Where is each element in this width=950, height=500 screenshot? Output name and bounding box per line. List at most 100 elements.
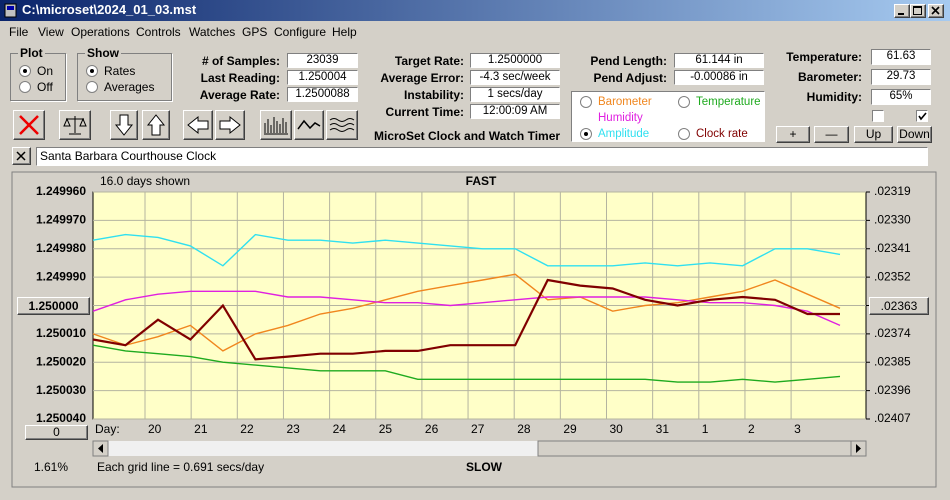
y-tick-label: 1.250020: [36, 354, 86, 368]
down-button[interactable]: [110, 110, 138, 140]
group-title: Show: [85, 46, 121, 60]
field-label: Pend Adjust:: [593, 71, 667, 85]
checkbox[interactable]: [916, 110, 928, 122]
value-field: -4.3 sec/week: [470, 70, 560, 85]
radio-dot: [23, 69, 27, 73]
menu-item[interactable]: Configure: [274, 25, 327, 39]
x-axis-label: Day:: [95, 422, 120, 436]
button[interactable]: +: [776, 126, 810, 143]
series-line: [92, 233, 841, 267]
x-tick-label: 28: [517, 422, 531, 436]
field-label: Humidity:: [806, 90, 862, 104]
field-label: # of Samples:: [201, 54, 280, 68]
legend-entry[interactable]: Clock rate: [696, 128, 748, 140]
y2-tick-label: .02374: [874, 326, 911, 340]
y2-tick-label: .02407: [874, 411, 911, 425]
clock-name-field[interactable]: Santa Barbara Courthouse Clock: [36, 147, 928, 166]
legend-radio[interactable]: [580, 128, 592, 140]
bars-button[interactable]: [260, 110, 292, 140]
radio-button[interactable]: [86, 65, 98, 77]
legend-box: [571, 91, 765, 142]
group-box: [77, 53, 172, 101]
x-tick-label: 20: [148, 422, 162, 436]
zoom-label: 1.61%: [34, 460, 68, 474]
field-label: Current Time:: [385, 105, 464, 119]
legend-radio[interactable]: [678, 128, 690, 140]
radio-button[interactable]: [86, 81, 98, 93]
menu-item[interactable]: GPS: [242, 25, 268, 39]
radio-button[interactable]: [19, 81, 31, 93]
waves-button[interactable]: [326, 110, 358, 140]
button[interactable]: Up: [854, 126, 893, 143]
menu-item[interactable]: Watches: [189, 25, 236, 39]
left-button[interactable]: [183, 110, 213, 140]
legend-radio[interactable]: [580, 96, 592, 108]
radio-label[interactable]: Averages: [104, 80, 155, 94]
delete-button[interactable]: [13, 110, 45, 140]
minimize-button[interactable]: [894, 4, 910, 18]
field-label: Instability:: [403, 88, 464, 102]
radio-button[interactable]: [19, 65, 31, 77]
y-tick-label: 1.249970: [36, 213, 86, 227]
x-tick-label: 1: [702, 422, 709, 436]
x-tick-label: 25: [379, 422, 393, 436]
menu-item[interactable]: Controls: [136, 25, 181, 39]
zero-button[interactable]: 0: [25, 425, 88, 440]
grid-note: Each grid line = 0.691 secs/day: [97, 460, 264, 474]
line-button[interactable]: [294, 110, 324, 140]
radio-label[interactable]: Rates: [104, 64, 136, 78]
menu-item[interactable]: Help: [332, 25, 357, 39]
legend-entry[interactable]: Barometer: [598, 96, 652, 108]
y-tick-label: 1.249980: [36, 241, 86, 255]
check-mark: [918, 112, 927, 121]
legend-radio[interactable]: [678, 96, 690, 108]
series-line: [92, 344, 841, 383]
legend-entry[interactable]: Temperature: [696, 96, 761, 108]
arrow-icon: [98, 444, 103, 453]
series-line: [92, 278, 840, 361]
balance-button[interactable]: [59, 110, 91, 140]
value-field: 65%: [871, 89, 931, 105]
value-field: 12:00:09 AM: [470, 104, 560, 119]
menu-item[interactable]: Operations: [71, 25, 130, 39]
scroll-thumb[interactable]: [537, 440, 852, 457]
up-button[interactable]: [142, 110, 170, 140]
close-button[interactable]: [928, 4, 944, 18]
field-label: Temperature:: [786, 50, 862, 64]
field-label: Average Rate:: [199, 88, 280, 102]
menu-item[interactable]: View: [38, 25, 64, 39]
x-tick-label: 3: [794, 422, 801, 436]
clear-button[interactable]: [12, 147, 31, 165]
value-field: 1 secs/day: [470, 87, 560, 102]
value-field: 1.2500088: [287, 87, 358, 102]
tick-button[interactable]: .02363: [869, 296, 929, 315]
button[interactable]: Down: [897, 126, 932, 143]
x-tick-label: 21: [194, 422, 208, 436]
right-button[interactable]: [215, 110, 245, 140]
checkbox[interactable]: [872, 110, 884, 122]
radio-label[interactable]: Off: [37, 80, 53, 94]
y2-tick-label: .02352: [874, 269, 911, 283]
x-tick-label: 22: [240, 422, 254, 436]
group-title: Plot: [18, 46, 45, 60]
value-field: 23039: [287, 53, 358, 68]
legend-entry[interactable]: Humidity: [598, 112, 643, 124]
radio-label[interactable]: On: [37, 64, 54, 78]
legend-entry[interactable]: Amplitude: [598, 128, 650, 140]
tick-button[interactable]: 1.250000: [17, 296, 90, 315]
app-name: MicroSet Clock and Watch Timer: [374, 129, 561, 143]
button[interactable]: —: [814, 126, 849, 143]
maximize-button[interactable]: [910, 4, 926, 18]
arrow-icon: [856, 444, 861, 453]
y-tick-label: 1.250030: [36, 383, 86, 397]
value-field: 29.73: [871, 69, 931, 85]
menu-item[interactable]: File: [9, 25, 29, 39]
fast-label: FAST: [466, 174, 497, 188]
radio-dot: [90, 69, 94, 73]
field-label: Target Rate:: [394, 54, 464, 68]
x-tick-label: 2: [748, 422, 755, 436]
y-tick-label: 1.250010: [36, 326, 86, 340]
value-field: 1.2500000: [470, 53, 560, 68]
